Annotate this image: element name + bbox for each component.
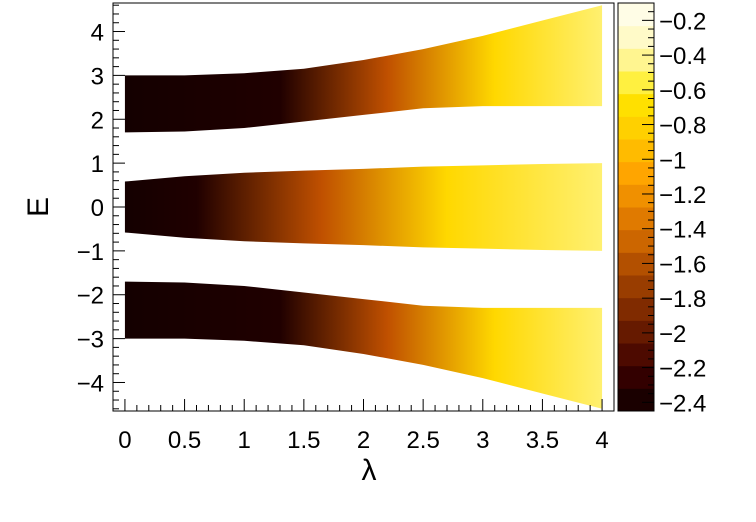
colorbar-swatch	[618, 365, 654, 389]
colorbar-swatch	[618, 207, 654, 231]
colorbar-tick-label: −0.8	[659, 113, 706, 140]
y-tick-label: 2	[91, 107, 104, 134]
x-tick-label: 4	[595, 427, 608, 454]
y-tick-label: −2	[77, 283, 104, 310]
colorbar-tick-label: −0.2	[659, 8, 706, 35]
x-tick-label: 0	[118, 427, 131, 454]
colorbar-tick-label: −2.4	[659, 390, 706, 417]
colorbar-swatch	[618, 388, 654, 412]
energy-band-1	[124, 5, 603, 133]
y-tick-label: 4	[91, 20, 104, 47]
colorbar-frame	[617, 2, 655, 412]
y-tick-label: −1	[77, 239, 104, 266]
x-tick-label: 1	[238, 427, 251, 454]
x-tick-label: 3.5	[526, 427, 559, 454]
colorbar-tick-label: −0.4	[659, 43, 706, 70]
energy-band-3	[124, 281, 603, 409]
colorbar-swatch	[618, 252, 654, 276]
colorbar-swatch	[618, 93, 654, 117]
y-tick-label: 1	[91, 151, 104, 178]
x-tick-label: 2	[357, 427, 370, 454]
colorbar-swatch	[618, 275, 654, 299]
colorbar-swatch	[618, 161, 654, 185]
colorbar-tick-label: −0.6	[659, 78, 706, 105]
colorbar-swatch	[618, 184, 654, 208]
y-tick-label: 3	[91, 63, 104, 90]
colorbar-tick-label: −2	[659, 321, 686, 348]
colorbar-swatch	[618, 71, 654, 95]
colorbar-swatch	[618, 297, 654, 321]
colorbar-swatch	[618, 320, 654, 344]
colorbar: −0.2 −0.4 −0.6 −0.8 −1 −1.2 −1.4 −1.6 −1.8 −2 −2.2…	[617, 2, 706, 417]
y-axis-label: E	[22, 197, 55, 217]
colorbar-tick-label: −1.6	[659, 251, 706, 278]
x-tick-label: 2.5	[406, 427, 439, 454]
band-layer	[124, 5, 603, 409]
y-axis: 4 3 2 1 0 −1 −2 −3 −4	[77, 3, 125, 411]
y-tick-label: −3	[77, 327, 104, 354]
y-tick-label: −4	[77, 370, 104, 397]
colorbar-tick-label: −1	[659, 147, 686, 174]
colorbar-swatch	[618, 116, 654, 140]
colorbar-swatch	[618, 25, 654, 49]
colorbar-swatch	[618, 229, 654, 253]
colorbar-tick-label: −2.2	[659, 356, 706, 383]
x-tick-label: 0.5	[168, 427, 201, 454]
x-tick-label: 3	[476, 427, 489, 454]
colorbar-swatch	[618, 343, 654, 367]
colorbar-swatch	[618, 139, 654, 163]
energy-band-2	[124, 163, 603, 251]
colorbar-tick-label: −1.8	[659, 286, 706, 313]
colorbar-swatch	[618, 48, 654, 72]
colorbar-swatch	[618, 3, 654, 27]
colorbar-tick-label: −1.2	[659, 182, 706, 209]
x-axis-label: λ	[362, 454, 377, 487]
x-axis: 0 0.5 1 1.5 2 2.5 3 3.5 4	[112, 399, 615, 454]
colorbar-tick-label: −1.4	[659, 217, 706, 244]
x-tick-label: 1.5	[287, 427, 320, 454]
y-tick-label: 0	[91, 195, 104, 222]
